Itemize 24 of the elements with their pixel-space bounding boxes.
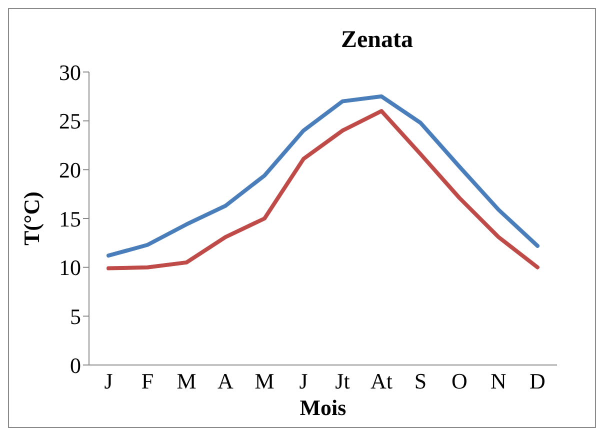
x-tick-label: S — [414, 368, 427, 394]
x-tick-label: F — [141, 368, 154, 394]
y-tick-label: 5 — [70, 304, 81, 329]
x-tick-label: D — [530, 368, 546, 394]
x-tick-label: M — [176, 368, 196, 394]
x-tick-label: O — [452, 368, 468, 394]
x-tick-label: A — [218, 368, 234, 394]
y-tick-label: 15 — [59, 206, 81, 232]
x-tick-label: J — [104, 368, 114, 394]
x-tick-label: M — [254, 368, 274, 394]
x-axis-title: Mois — [300, 395, 347, 420]
y-tick-label: 10 — [59, 255, 81, 280]
line-series — [106, 109, 540, 270]
chart-title: Zenata — [340, 27, 414, 54]
x-tick-label: J — [299, 368, 308, 394]
y-axis-title: T(°C) — [18, 191, 44, 246]
line-series — [106, 94, 540, 258]
x-tick-label: N — [490, 368, 507, 394]
y-tick-label: 25 — [59, 108, 81, 134]
y-tick-label: 20 — [59, 157, 81, 182]
y-tick-label: 0 — [70, 352, 81, 378]
x-tick-label: Jt — [335, 368, 350, 394]
x-tick-label: At — [370, 368, 392, 394]
y-tick-label: 30 — [59, 60, 81, 85]
